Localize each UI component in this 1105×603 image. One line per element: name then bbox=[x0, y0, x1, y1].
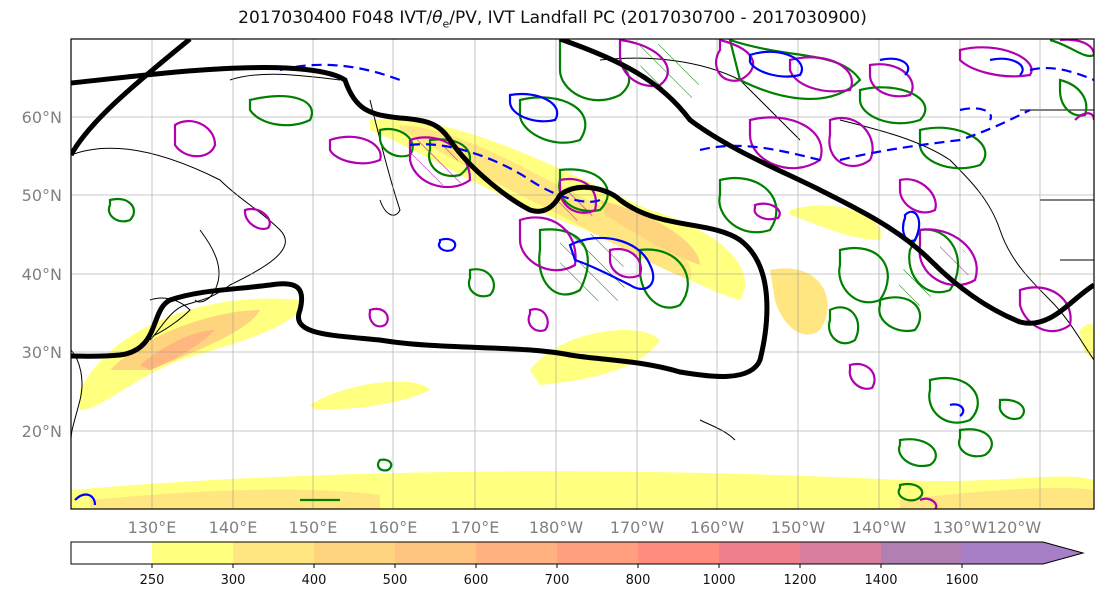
lon-label-120w: 120°W bbox=[987, 518, 1042, 537]
colorbar-segment bbox=[719, 542, 800, 564]
colorbar-outline bbox=[70, 541, 1085, 565]
colorbar-segment bbox=[71, 542, 152, 564]
lon-label-150w: 150°W bbox=[771, 518, 826, 537]
lon-labels: 130°E 140°E 150°E 160°E 170°E 180°W 170°… bbox=[128, 518, 1042, 537]
wind-contours bbox=[74, 50, 1024, 506]
colorbar: 250 300 400 500 600 700 800 1000 1200 1400 1600 bbox=[70, 541, 1085, 588]
colorbar-extend-segment bbox=[962, 542, 1083, 564]
colorbar-tick-label: 1400 bbox=[864, 573, 897, 588]
wind-dashed-contours bbox=[279, 63, 1094, 203]
lat-label-40: 40°N bbox=[22, 265, 62, 284]
map-frame bbox=[70, 38, 1095, 510]
title-sub: e bbox=[442, 17, 450, 31]
colorbar-tick-label: 1200 bbox=[783, 573, 816, 588]
lon-label-160e: 160°E bbox=[369, 518, 418, 537]
lat-label-50: 50°N bbox=[22, 186, 62, 205]
lat-label-30: 30°N bbox=[22, 343, 62, 362]
colorbar-tick-label: 700 bbox=[545, 573, 570, 588]
hatched-regions bbox=[410, 40, 971, 306]
theta-e-contours bbox=[107, 39, 1094, 502]
colorbar-tick-label: 500 bbox=[383, 573, 408, 588]
lon-label-140w: 140°W bbox=[852, 518, 907, 537]
lon-label-160w: 160°W bbox=[690, 518, 745, 537]
lon-label-180w: 180°W bbox=[529, 518, 584, 537]
lon-label-170e: 170°E bbox=[451, 518, 500, 537]
lon-label-170w: 170°W bbox=[610, 518, 665, 537]
colorbar-tick-label: 800 bbox=[626, 573, 651, 588]
pv-contour bbox=[71, 39, 1094, 379]
colorbar-segment bbox=[638, 542, 719, 564]
colorbar-segment bbox=[314, 542, 395, 564]
colorbar-tick-label: 250 bbox=[140, 573, 165, 588]
colorbar-tick-label: 1600 bbox=[945, 573, 978, 588]
lat-label-20: 20°N bbox=[22, 422, 62, 441]
colorbar-segment bbox=[152, 542, 233, 564]
colorbar-segment bbox=[881, 542, 962, 564]
colorbar-segment bbox=[233, 542, 314, 564]
title-rest: /PV, IVT Landfall PC (2017030700 - 20170… bbox=[449, 8, 867, 28]
chart-title: 2017030400 F048 IVT/θe/PV, IVT Landfall … bbox=[0, 8, 1105, 30]
lon-label-140e: 140°E bbox=[209, 518, 258, 537]
map-area bbox=[71, 39, 1094, 509]
colorbar-tick-label: 300 bbox=[221, 573, 246, 588]
lon-label-130w: 130°W bbox=[933, 518, 988, 537]
pc-contours bbox=[173, 39, 1094, 509]
title-main: 2017030400 F048 IVT/ bbox=[238, 8, 433, 28]
lat-labels: 60°N 50°N 40°N 30°N 20°N bbox=[22, 108, 62, 441]
title-theta: θ bbox=[432, 8, 443, 28]
colorbar-tick-label: 1000 bbox=[702, 573, 735, 588]
colorbar-tick-label: 400 bbox=[302, 573, 327, 588]
colorbar-segment bbox=[476, 542, 557, 564]
colorbar-tick-label: 600 bbox=[464, 573, 489, 588]
lat-label-60: 60°N bbox=[22, 108, 62, 127]
lon-label-150e: 150°E bbox=[289, 518, 338, 537]
colorbar-segment bbox=[395, 542, 476, 564]
lon-label-130e: 130°E bbox=[128, 518, 177, 537]
colorbar-segment bbox=[557, 542, 638, 564]
colorbar-segment bbox=[800, 542, 881, 564]
